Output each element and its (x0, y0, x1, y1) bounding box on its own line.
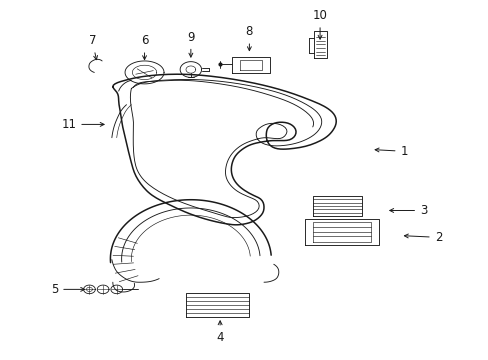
Text: 7: 7 (88, 34, 97, 60)
Text: 4: 4 (216, 321, 224, 343)
Text: 6: 6 (141, 34, 148, 60)
Text: 8: 8 (245, 25, 253, 51)
Text: 3: 3 (389, 204, 427, 217)
Text: 5: 5 (51, 283, 84, 296)
Text: 1: 1 (374, 145, 407, 158)
Text: 10: 10 (312, 9, 327, 39)
Text: 2: 2 (404, 231, 441, 244)
Text: 9: 9 (187, 31, 194, 57)
Text: 11: 11 (61, 118, 104, 131)
